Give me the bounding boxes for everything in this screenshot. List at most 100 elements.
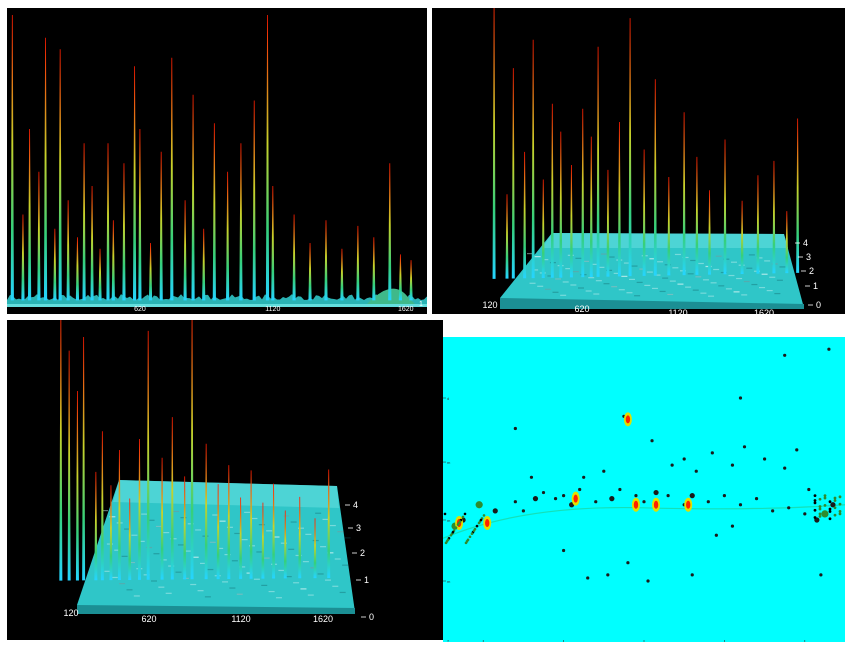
contour-background [443,337,845,642]
peak-mark [239,497,243,579]
cluster-spot [823,496,827,500]
surface-texture [195,529,202,531]
surface-texture [593,293,600,295]
y-tick-label: m [447,579,451,584]
contour-spot [492,508,498,514]
peak-mark [191,94,195,301]
peak-mark [138,128,142,301]
surface-texture [748,254,755,256]
peak-mark [59,320,63,581]
surface-texture [283,515,290,517]
y-tick-label: m [447,460,451,465]
peak-mark [271,185,275,301]
surface-texture [761,273,768,275]
surface-texture [131,534,138,536]
surface-texture [590,263,597,265]
surface-texture [751,283,758,286]
surface-texture [695,276,702,278]
surface-texture [334,558,341,560]
surface-texture [153,553,160,555]
z-tick-label: 3 [806,252,811,262]
surface-texture [715,255,722,257]
cluster-spot [813,508,817,512]
contour-plot: d m m m 2 [443,337,845,642]
surface-texture [273,536,280,538]
peak-mark [409,260,413,301]
peak-mark [628,18,632,277]
surface-texture [253,578,260,580]
surface-texture [575,257,582,259]
cluster-spot [482,514,486,517]
peak-mark [98,248,102,301]
surface-texture [344,537,351,539]
surface-texture [651,287,658,290]
surface-texture [148,519,155,521]
surface-texture [611,286,618,288]
cluster-spot [443,512,447,516]
baseline-ridge [7,294,427,304]
surface-texture [733,291,740,293]
cluster-spot [833,499,837,502]
contour-spot [827,347,831,351]
surface-texture [736,277,743,280]
cluster-spot [838,510,842,513]
surface-texture [572,271,579,273]
surface-texture [310,567,317,569]
peak-mark [589,136,593,277]
surface-texture [542,259,549,261]
surface-texture [324,579,331,581]
surface-texture [158,586,165,588]
peak-mark [100,431,104,581]
surface-texture [570,284,577,286]
contour-spot [653,489,659,496]
surface-texture [155,525,162,528]
cluster-spot [472,529,476,532]
surface-texture [173,510,180,513]
contour-spot [562,494,566,498]
peak-mark [109,485,113,581]
surface-texture [217,547,224,550]
peak-mark [21,214,25,301]
contour-spot [730,463,735,467]
surface-texture [109,516,116,518]
surface-texture [170,538,177,540]
surface-texture [603,283,610,285]
surface-texture [163,532,170,534]
peak-mark [170,417,174,580]
contour-spot [787,506,791,510]
surface-texture [621,275,628,277]
peak-mark [212,123,216,301]
peak-mark [170,57,174,301]
contour-spot [742,445,747,449]
contour-spot [609,496,615,502]
surface-front-edge [77,605,355,614]
surface-texture [608,256,615,258]
cluster-spot [823,494,827,497]
hot-spot [633,500,639,509]
contour-spot [670,463,674,467]
contour-spot [606,573,610,577]
cluster-spot [449,533,453,537]
surface-texture [725,288,732,290]
surface-plot-oblique: 120 620 1120 1620 0 1 2 3 4 [432,8,845,314]
surface-texture [634,295,641,297]
surface-texture [141,513,148,515]
peak-mark [75,237,80,301]
contour-spot [795,448,799,452]
surface-texture [662,277,669,279]
cluster-spot [823,511,827,515]
surface-texture [236,593,243,595]
surface-texture [585,290,592,292]
cluster-spot [475,524,479,528]
peak-mark [67,350,71,581]
surface-texture [226,526,233,528]
surface-texture [231,560,238,562]
surface-texture [611,286,618,288]
contour-spot [513,426,517,431]
z-tick-label: 2 [360,548,365,558]
surface-texture [114,549,121,551]
contour-spot [626,561,630,565]
surface-texture [766,289,773,292]
surface-texture [583,260,590,262]
peak-mark [327,469,331,578]
